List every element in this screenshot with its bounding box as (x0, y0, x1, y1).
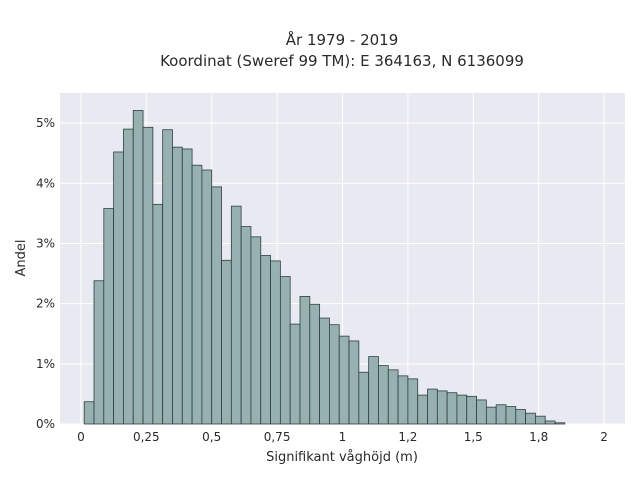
histogram-bar (230, 205, 242, 425)
x-tick-label: 1,2 (398, 430, 417, 444)
histogram-bar (495, 404, 507, 425)
histogram-bar (427, 388, 438, 425)
histogram-bar (83, 401, 95, 425)
histogram-bar (289, 323, 301, 425)
histogram-bar (132, 110, 144, 425)
histogram-bar (123, 128, 134, 425)
histogram-bar (299, 296, 311, 425)
histogram-bar (250, 236, 262, 425)
y-tick-label: 4% (36, 176, 55, 190)
histogram-bar (211, 186, 222, 425)
histogram-bar (397, 375, 409, 425)
histogram-bar (162, 129, 173, 425)
histogram-bar (466, 395, 477, 425)
histogram-bar (113, 151, 124, 425)
histogram-bar (348, 340, 360, 425)
histogram-bar (378, 365, 389, 425)
histogram-bar (515, 409, 527, 425)
histogram-bar (260, 255, 271, 425)
histogram-bar (181, 148, 193, 425)
histogram-bar (191, 164, 203, 425)
histogram-bar (172, 146, 183, 425)
histogram-bar (279, 276, 291, 425)
histogram-bar (417, 394, 428, 425)
histogram-bar (456, 394, 468, 425)
histogram-bars (83, 110, 566, 425)
histogram-bar (368, 356, 379, 425)
histogram-bar (270, 260, 281, 425)
x-tick-label: 0 (77, 430, 85, 444)
y-tick-label: 5% (36, 116, 55, 130)
histogram-bar (407, 378, 419, 425)
histogram-bar (387, 369, 399, 425)
histogram-bar (505, 406, 517, 425)
histogram-bar (221, 259, 232, 425)
histogram-bar (436, 390, 448, 425)
histogram-bar (446, 392, 458, 425)
y-tick-label: 0% (36, 417, 55, 431)
histogram-bar (201, 169, 213, 425)
y-axis-label: Andel (14, 240, 29, 277)
y-tick-label: 3% (36, 236, 55, 250)
histogram-bar (358, 371, 370, 425)
x-axis-label: Signifikant våghöjd (m) (266, 450, 418, 465)
chart-title-line-1: År 1979 - 2019 (286, 30, 399, 49)
histogram-bar (309, 303, 321, 425)
histogram-bar (152, 203, 164, 425)
histogram-bar (93, 280, 105, 425)
histogram-bar (329, 324, 340, 425)
histogram-bar (319, 317, 330, 425)
x-tick-label: 1,5 (464, 430, 483, 444)
y-tick-label: 2% (36, 297, 55, 311)
histogram-bar (554, 422, 566, 425)
x-axis-ticks: 0 0,25 0,5 0,75 1 1,2 1,5 1,8 2 (77, 430, 608, 444)
x-tick-label: 0,25 (133, 430, 160, 444)
y-axis-ticks: 0% 1% 2% 3% 4% 5% (36, 116, 55, 431)
histogram-bar (525, 412, 536, 425)
x-tick-label: 0,75 (264, 430, 291, 444)
histogram-bar (476, 399, 487, 425)
histogram-bar (544, 420, 556, 425)
y-tick-label: 1% (36, 357, 55, 371)
histogram-bar (103, 208, 115, 425)
histogram-bar (338, 335, 350, 425)
x-tick-label: 1,8 (529, 430, 548, 444)
histogram-bar (142, 126, 154, 425)
x-tick-label: 1 (339, 430, 347, 444)
histogram-bar (485, 406, 497, 425)
histogram-bar (535, 415, 546, 425)
x-tick-label: 2 (600, 430, 608, 444)
x-tick-label: 0,5 (202, 430, 221, 444)
chart-title-line-2: Koordinat (Sweref 99 TM): E 364163, N 61… (160, 52, 524, 70)
histogram-bar (240, 226, 252, 425)
